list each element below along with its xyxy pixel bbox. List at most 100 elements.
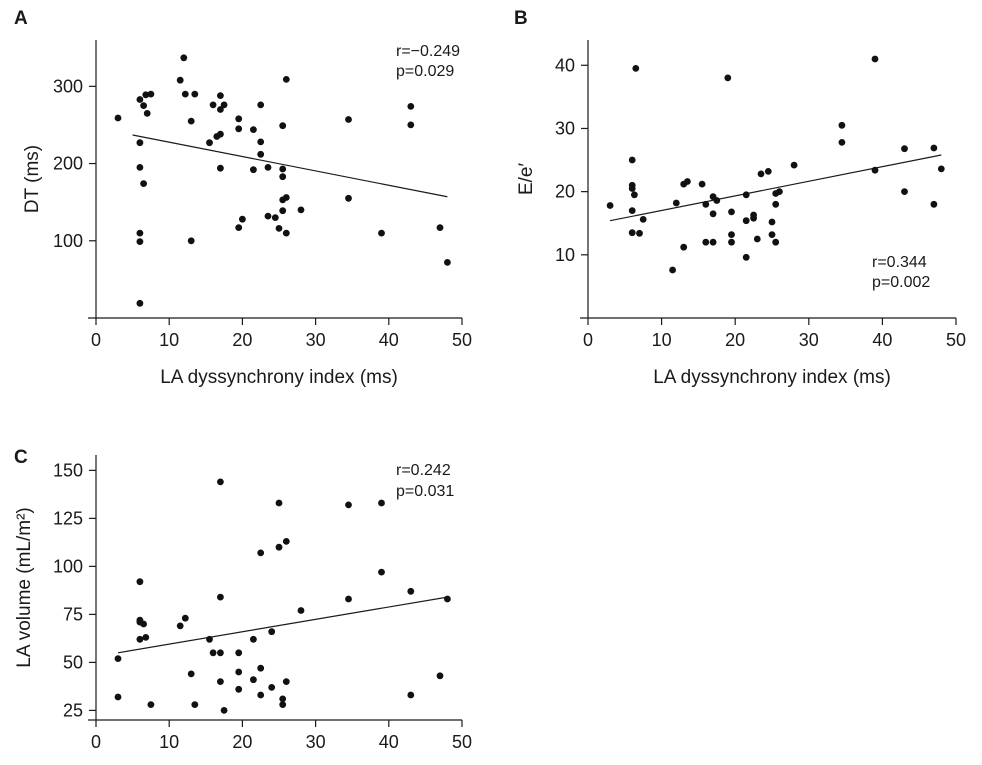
data-point bbox=[217, 92, 224, 99]
data-point bbox=[257, 101, 265, 109]
data-point bbox=[114, 655, 122, 662]
data-point bbox=[776, 188, 783, 196]
data-point bbox=[268, 628, 276, 636]
data-point bbox=[297, 206, 305, 214]
y-tick-label: 30 bbox=[555, 118, 575, 138]
data-point bbox=[628, 229, 636, 237]
regression-line bbox=[117, 596, 448, 654]
x-tick-label: 20 bbox=[232, 330, 252, 350]
x-tick-label: 50 bbox=[452, 330, 472, 350]
data-point bbox=[378, 499, 385, 507]
data-point bbox=[217, 130, 224, 138]
data-point bbox=[181, 614, 189, 622]
y-tick-label: 40 bbox=[555, 55, 575, 75]
data-point bbox=[268, 684, 276, 691]
data-point bbox=[136, 164, 144, 171]
data-point bbox=[136, 238, 144, 246]
data-point bbox=[250, 635, 257, 643]
data-point bbox=[257, 691, 265, 699]
x-axis-label: LA dyssynchrony index (ms) bbox=[160, 367, 398, 388]
data-point bbox=[136, 229, 144, 237]
data-point bbox=[901, 188, 908, 196]
data-point bbox=[790, 161, 798, 169]
y-tick-label: 200 bbox=[53, 154, 83, 174]
data-point bbox=[142, 634, 150, 641]
data-point bbox=[702, 200, 710, 208]
data-point bbox=[187, 117, 195, 125]
y-tick-label: 300 bbox=[53, 76, 83, 96]
data-point bbox=[235, 125, 243, 133]
data-point bbox=[187, 237, 195, 245]
panel-letter: C bbox=[14, 447, 28, 468]
data-point bbox=[282, 76, 290, 83]
y-axis-label: LA volume (mL/m²) bbox=[14, 507, 35, 667]
panel-c: C 0 10 20 30 40 50 25 50 75 100 125 150 r=0.242 p=0.03… bbox=[14, 447, 472, 752]
data-point bbox=[279, 122, 287, 130]
data-point bbox=[742, 217, 750, 225]
data-point bbox=[271, 214, 279, 222]
data-point bbox=[147, 90, 155, 98]
data-point bbox=[257, 138, 265, 146]
data-point bbox=[275, 543, 283, 551]
data-point bbox=[772, 238, 780, 246]
data-point bbox=[753, 235, 761, 243]
data-point bbox=[142, 91, 150, 99]
data-point bbox=[250, 166, 257, 174]
data-point bbox=[345, 595, 352, 603]
data-point bbox=[140, 102, 148, 109]
data-point bbox=[209, 649, 217, 657]
data-point bbox=[628, 207, 636, 215]
data-point bbox=[275, 499, 283, 507]
data-point bbox=[217, 478, 224, 486]
data-point bbox=[838, 139, 846, 146]
data-point bbox=[378, 229, 385, 237]
data-point bbox=[628, 185, 636, 192]
data-point bbox=[140, 620, 148, 628]
data-point bbox=[871, 55, 879, 63]
data-point bbox=[264, 164, 272, 171]
data-point bbox=[436, 224, 444, 232]
p-value: p=0.029 bbox=[396, 63, 454, 80]
panel-a: A 0 10 20 30 40 50 100 200 300 r=−0.249 p=0.029 LA d… bbox=[14, 8, 472, 388]
data-point bbox=[345, 116, 352, 123]
x-tick-label: 40 bbox=[379, 732, 399, 752]
x-tick-label: 50 bbox=[452, 732, 472, 752]
data-point bbox=[709, 210, 717, 218]
data-point bbox=[444, 259, 451, 266]
data-point bbox=[275, 225, 283, 232]
data-point bbox=[444, 595, 451, 603]
data-point bbox=[628, 156, 636, 164]
data-point bbox=[345, 501, 352, 509]
data-point bbox=[220, 101, 228, 109]
data-point bbox=[136, 299, 144, 307]
regression-line bbox=[132, 134, 448, 198]
data-point bbox=[728, 231, 735, 239]
data-point bbox=[282, 194, 290, 201]
data-point bbox=[239, 215, 246, 223]
y-tick-label: 10 bbox=[555, 245, 575, 265]
y-tick-label: 125 bbox=[53, 508, 83, 528]
x-tick-label: 50 bbox=[946, 330, 966, 350]
x-tick-label: 10 bbox=[652, 330, 672, 350]
data-point bbox=[206, 139, 213, 147]
data-point bbox=[698, 180, 706, 188]
data-point bbox=[871, 166, 879, 174]
data-point bbox=[217, 106, 224, 113]
data-point bbox=[279, 701, 287, 708]
data-point bbox=[728, 238, 735, 246]
data-point bbox=[713, 197, 721, 204]
y-tick-label: 25 bbox=[63, 700, 83, 720]
data-point bbox=[235, 685, 243, 693]
data-point bbox=[136, 635, 144, 643]
data-point bbox=[750, 214, 757, 222]
data-point bbox=[768, 218, 776, 226]
data-point bbox=[407, 121, 415, 129]
x-tick-label: 20 bbox=[725, 330, 745, 350]
data-point bbox=[257, 150, 265, 158]
data-point bbox=[407, 587, 415, 595]
data-point bbox=[669, 266, 676, 274]
data-point bbox=[930, 144, 938, 152]
data-point bbox=[206, 635, 213, 643]
data-point bbox=[282, 538, 290, 545]
data-point bbox=[250, 126, 257, 133]
